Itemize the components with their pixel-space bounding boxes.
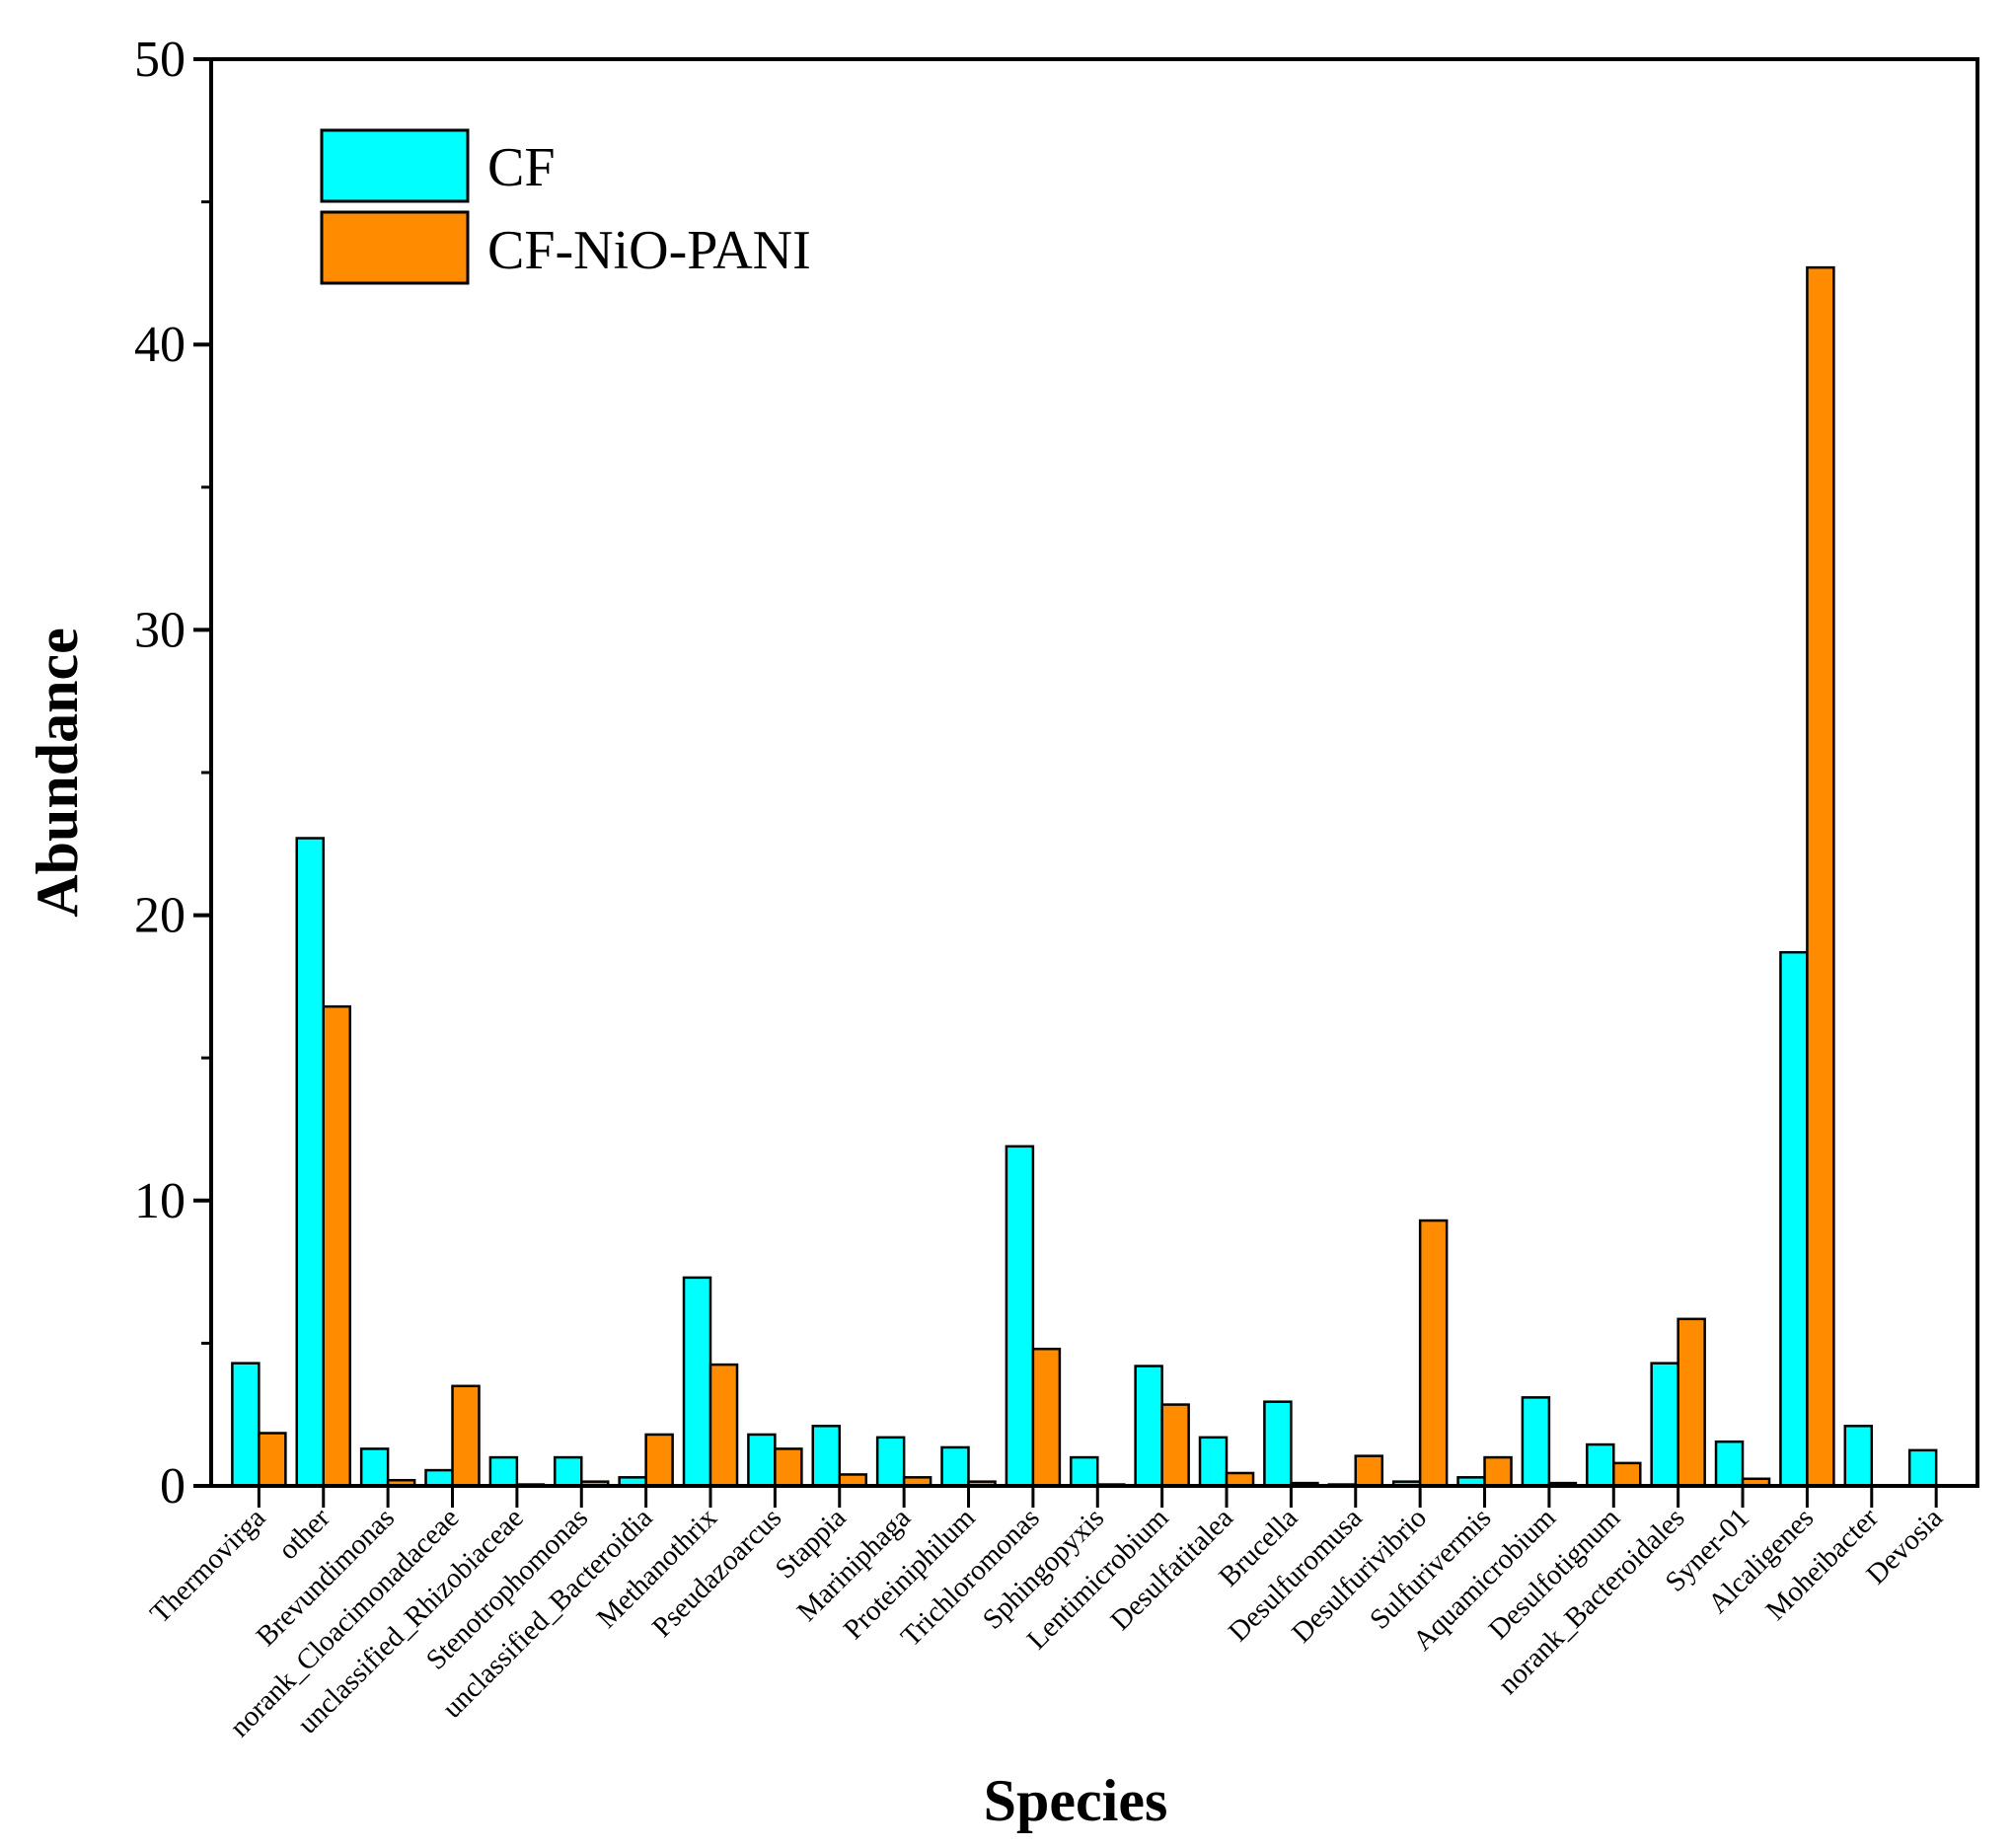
bar-cf-13 [1070,1455,1099,1488]
y-tick-label: 40 [134,317,186,373]
y-tick-label: 10 [134,1173,186,1229]
bar-cf-14 [1134,1365,1163,1488]
y-tick-label: 30 [134,602,186,658]
bar-cf-nio-pani-8 [774,1447,803,1488]
bar-cf-0 [231,1362,261,1488]
bar-cf-nio-pani-7 [708,1363,739,1488]
bar-cf-10 [875,1436,906,1488]
bar-cf-15 [1198,1436,1229,1488]
bar-cf-nio-pani-0 [258,1432,287,1488]
bar-cf-nio-pani-14 [1160,1403,1190,1488]
bar-cf-8 [747,1433,777,1488]
y-axis-title: Abundance [25,628,90,917]
bar-cf-9 [811,1425,842,1488]
bar-cf-nio-pani-21 [1612,1461,1642,1488]
bar-cf-2 [359,1447,390,1488]
bar-cf-nio-pani-3 [451,1384,481,1488]
legend-swatch-cf [320,128,470,203]
y-tick-label: 0 [160,1458,186,1515]
bar-cf-3 [424,1468,454,1488]
x-tick-label: Thermovirga [144,1502,271,1629]
legend-label-cf-nio-pani: CF-NiO-PANI [487,220,811,281]
bar-cf-16 [1263,1400,1293,1488]
bar-cf-nio-pani-6 [644,1433,674,1488]
bars-layer [231,265,1938,1488]
bar-cf-24 [1779,950,1809,1488]
y-axis: 0 10 20 30 40 50 [134,32,211,1515]
plot-frame [209,57,1979,1488]
legend: CF CF-NiO-PANI [320,128,811,285]
bar-cf-25 [1843,1425,1874,1488]
bar-cf-4 [488,1455,519,1488]
bar-cf-5 [554,1455,583,1488]
legend-swatch-cf-nio-pani [320,210,470,285]
y-tick-label: 50 [134,32,186,88]
y-tick-label: 20 [134,888,186,944]
bar-cf-nio-pani-18 [1418,1219,1449,1488]
bar-cf-nio-pani-24 [1806,265,1835,1488]
x-axis: Thermovirga otherBrevundimonasnorank_Cloa… [144,1486,1949,1743]
bar-cf-26 [1907,1448,1938,1488]
x-axis-title: Species [984,1768,1168,1833]
bar-cf-1 [295,837,326,1488]
bar-cf-11 [940,1445,970,1488]
bar-cf-12 [1005,1145,1035,1488]
bar-cf-nio-pani-22 [1677,1317,1706,1488]
legend-label-cf: CF [487,137,556,198]
bar-cf-22 [1650,1362,1679,1488]
bar-cf-nio-pani-17 [1354,1454,1384,1488]
bar-cf-nio-pani-19 [1483,1455,1513,1488]
bar-cf-23 [1714,1440,1745,1488]
bar-cf-nio-pani-12 [1031,1347,1062,1488]
bar-cf-7 [682,1276,712,1488]
bar-cf-20 [1521,1396,1551,1488]
bar-cf-nio-pani-1 [322,1004,352,1488]
bar-cf-21 [1586,1442,1615,1488]
